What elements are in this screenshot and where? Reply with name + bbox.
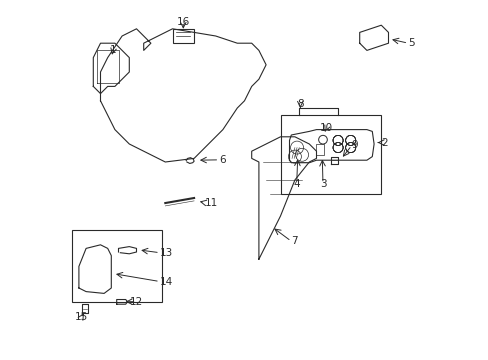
Text: 2: 2 xyxy=(381,138,387,148)
Text: 5: 5 xyxy=(407,38,414,48)
Text: 9: 9 xyxy=(351,140,358,150)
Text: 10: 10 xyxy=(319,123,332,133)
Text: 14: 14 xyxy=(160,276,173,287)
Text: 3: 3 xyxy=(319,179,325,189)
Text: 8: 8 xyxy=(296,99,303,109)
Text: 6: 6 xyxy=(219,155,225,165)
Text: 11: 11 xyxy=(204,198,218,208)
Text: 4: 4 xyxy=(293,179,300,189)
Text: 12: 12 xyxy=(130,297,143,307)
Text: 13: 13 xyxy=(160,248,173,258)
Bar xyxy=(172,29,194,43)
Text: 16: 16 xyxy=(176,17,189,27)
Text: 7: 7 xyxy=(291,236,297,246)
Bar xyxy=(280,115,381,194)
Text: 1: 1 xyxy=(110,45,116,55)
Text: 15: 15 xyxy=(75,312,88,322)
Bar xyxy=(72,230,162,302)
